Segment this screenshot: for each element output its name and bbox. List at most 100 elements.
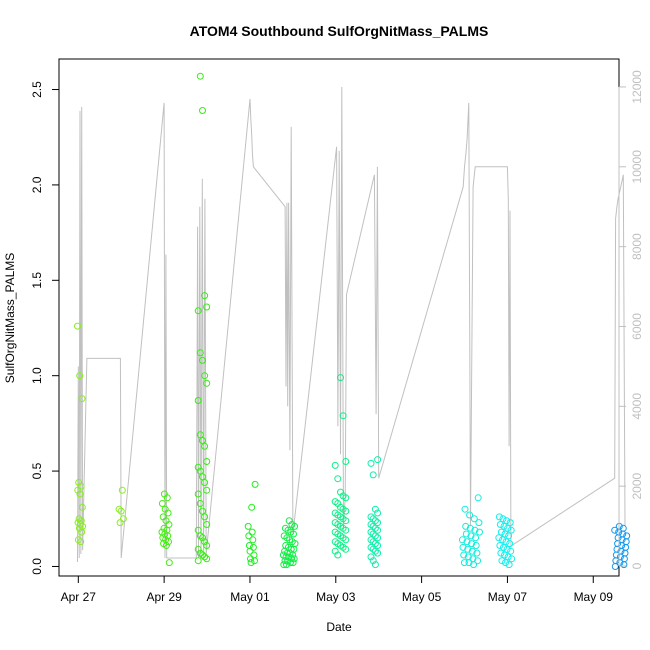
data-point — [458, 536, 466, 544]
y2-tick-label: 2000 — [630, 473, 644, 500]
data-point — [503, 545, 511, 553]
altitude-series — [77, 86, 626, 563]
data-point — [369, 557, 377, 565]
data-point — [369, 545, 377, 553]
data-point — [203, 379, 211, 387]
flight-group — [194, 72, 211, 565]
scatter-series — [74, 72, 631, 570]
y-tick-label: 1.5 — [30, 272, 44, 289]
data-point — [461, 505, 469, 513]
data-point — [501, 530, 509, 538]
data-point — [611, 526, 619, 534]
data-point — [201, 372, 209, 380]
y2-axis: 0 2000 4000 6000 8000 10000 12000 — [618, 70, 644, 569]
data-point — [374, 456, 382, 464]
y2-tick-label: 0 — [630, 562, 644, 569]
data-point — [203, 303, 211, 311]
data-point — [462, 530, 470, 538]
data-point — [504, 553, 512, 561]
data-point — [507, 547, 515, 555]
y2-tick-label: 8000 — [630, 233, 644, 260]
data-point — [371, 532, 379, 540]
data-point — [466, 511, 474, 519]
data-point — [194, 557, 202, 565]
flight-group — [367, 456, 382, 569]
data-point — [77, 538, 85, 546]
data-point — [75, 524, 83, 532]
flight-group — [115, 486, 127, 527]
x-tick-label: May 05 — [402, 590, 442, 604]
data-point — [369, 530, 377, 538]
x-tick-label: May 03 — [316, 590, 356, 604]
data-point — [505, 561, 513, 569]
x-tick-label: Apr 29 — [146, 590, 182, 604]
data-point — [118, 486, 126, 494]
data-point — [194, 397, 202, 404]
flight-group — [611, 522, 631, 570]
data-point — [374, 549, 382, 557]
data-point — [283, 561, 290, 569]
flight-group — [495, 513, 516, 569]
data-point — [74, 486, 82, 494]
y-tick-label: 2.0 — [30, 176, 44, 193]
data-point — [462, 522, 470, 530]
data-point — [196, 549, 204, 557]
data-point — [472, 542, 480, 549]
data-point — [247, 559, 255, 567]
data-point — [507, 526, 515, 534]
data-point — [620, 561, 628, 569]
data-point — [194, 307, 202, 315]
data-point — [501, 551, 508, 559]
data-point — [367, 513, 375, 521]
data-point — [460, 559, 468, 567]
data-point — [464, 545, 472, 553]
data-point — [290, 530, 297, 538]
data-point — [470, 561, 478, 569]
data-point — [158, 500, 166, 507]
data-point — [203, 555, 211, 563]
data-point — [196, 500, 204, 507]
data-point — [334, 551, 342, 559]
data-point — [201, 442, 209, 450]
data-point — [367, 543, 375, 551]
data-point — [199, 107, 206, 114]
data-point — [288, 555, 295, 563]
data-point — [117, 507, 125, 515]
data-point — [289, 551, 297, 559]
data-point — [247, 555, 254, 563]
data-point — [76, 521, 84, 528]
data-point — [468, 547, 476, 555]
y-tick-label: 0.0 — [30, 558, 44, 575]
data-point — [290, 555, 298, 563]
data-point — [342, 494, 350, 502]
x-axis-label: Date — [326, 620, 352, 634]
data-point — [497, 528, 505, 536]
flight-group — [158, 490, 173, 567]
data-point — [194, 463, 202, 471]
data-point — [246, 547, 254, 555]
data-point — [468, 540, 476, 548]
y-axis: 0.0 0.5 1.0 1.5 2.0 2.5 — [30, 81, 60, 575]
data-point — [497, 549, 505, 557]
data-point — [369, 471, 377, 479]
data-point — [367, 528, 375, 536]
data-point — [342, 545, 350, 553]
data-point — [506, 519, 514, 527]
chart-title: ATOM4 Southbound SulfOrgNitMass_PALMS — [190, 23, 489, 39]
data-point — [115, 505, 123, 513]
flight-group — [279, 517, 299, 569]
data-point — [504, 524, 512, 532]
data-point — [251, 480, 259, 488]
data-point — [495, 534, 503, 542]
data-point — [203, 458, 211, 465]
data-point — [162, 542, 170, 549]
x-tick-label: May 01 — [230, 590, 270, 604]
data-point — [474, 557, 482, 565]
data-point — [76, 372, 84, 380]
data-point — [78, 503, 86, 511]
data-point — [165, 559, 173, 567]
data-point — [245, 532, 253, 540]
x-tick-label: May 09 — [574, 590, 614, 604]
data-point — [473, 549, 481, 557]
data-point — [611, 563, 619, 570]
